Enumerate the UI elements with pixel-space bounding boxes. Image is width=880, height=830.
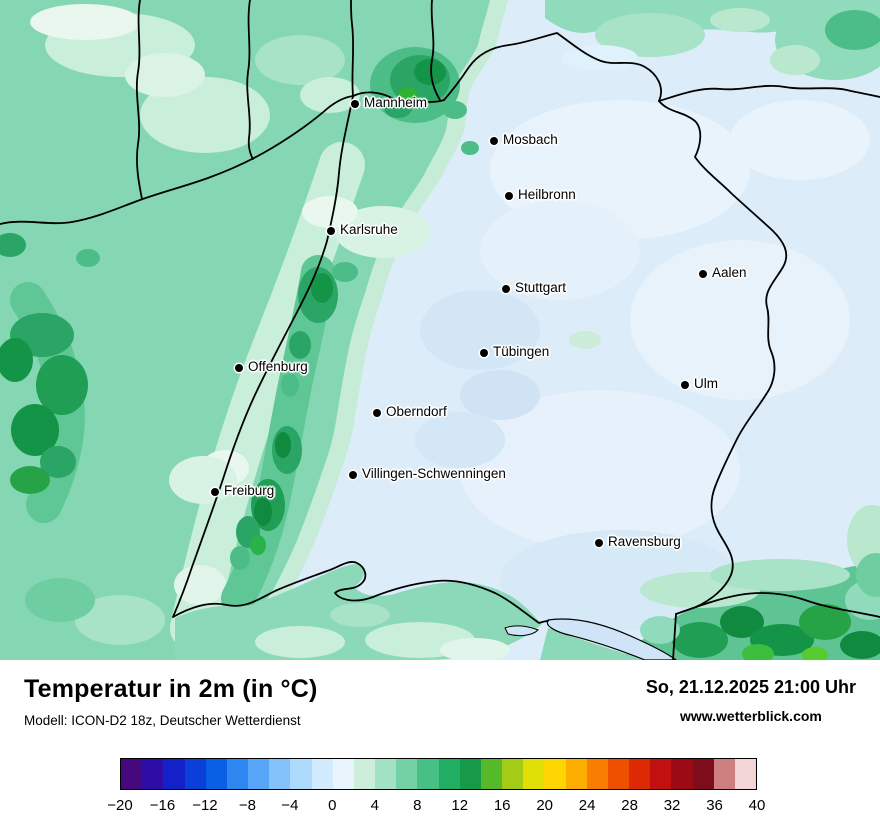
- lake-constance: [504, 618, 678, 660]
- colorbar-tick-label: −16: [149, 797, 176, 814]
- city-dot: [490, 137, 498, 145]
- colorbar-segment: [353, 759, 376, 789]
- city-dot: [699, 270, 707, 278]
- colorbar-segment: [480, 759, 503, 789]
- city-label: Offenburg: [248, 359, 308, 374]
- colorbar-segment: [671, 759, 693, 789]
- city-label: Ulm: [694, 376, 718, 391]
- colorbar-tick-label: 28: [621, 797, 638, 814]
- colorbar-ticks: −20 −16 −12 −8 −4 0 4 8 12 16 20 24 28 32 36 40: [107, 797, 765, 817]
- info-right: So, 21.12.2025 21:00 Uhr www.wetterblick…: [646, 675, 856, 724]
- colorbar: [120, 758, 757, 790]
- colorbar-segment: [290, 759, 312, 789]
- colorbar-tick-label: 8: [413, 797, 422, 814]
- colorbar-segment: [502, 759, 524, 789]
- colorbar-tick-label: 24: [578, 797, 596, 814]
- colorbar-tick-label: −12: [192, 797, 218, 814]
- city-dot: [373, 409, 381, 417]
- border-lines: [0, 0, 880, 660]
- colorbar-tick-label: 32: [663, 797, 681, 814]
- info-left: Temperatur in 2m (in °C) Modell: ICON-D2…: [24, 675, 318, 728]
- colorbar-segment: [650, 759, 672, 789]
- colorbar-segment: [184, 759, 206, 789]
- city-dot: [681, 381, 689, 389]
- colorbar-segment: [269, 759, 291, 789]
- colorbar-segment: [734, 759, 757, 789]
- colorbar-segment: [142, 759, 164, 789]
- colorbar-segment: [629, 759, 651, 789]
- colorbar-tick-label: 0: [328, 797, 337, 814]
- colorbar-segment: [311, 759, 333, 789]
- city-label: Ravensburg: [608, 534, 681, 549]
- map: Mannheim Mosbach Heilbronn Karlsruhe Stuttga…: [0, 0, 880, 660]
- city-dot: [211, 488, 219, 496]
- colorbar-segment: [438, 759, 460, 789]
- city-label: Mannheim: [364, 95, 428, 110]
- info-bar: Temperatur in 2m (in °C) Modell: ICON-D2…: [0, 660, 880, 746]
- map-graphic: [0, 0, 880, 660]
- city-label: Freiburg: [224, 483, 275, 498]
- colorbar-tick-label: 4: [370, 797, 379, 814]
- city-dot: [595, 539, 603, 547]
- city-dot: [235, 364, 243, 372]
- colorbar-tick-label: 36: [706, 797, 723, 814]
- legend: −20 −16 −12 −8 −4 0 4 8 12 16 20 24 28 32 36 40: [0, 746, 880, 830]
- colorbar-tick-label: 16: [493, 797, 511, 814]
- colorbar-segment: [523, 759, 545, 789]
- colorbar-segment: [565, 759, 587, 789]
- colorbar-segment: [713, 759, 735, 789]
- colorbar-tick-label: −8: [238, 797, 256, 814]
- colorbar-segment: [607, 759, 630, 789]
- city-label: Karlsruhe: [340, 222, 398, 237]
- colorbar-tick-label: 20: [536, 797, 553, 814]
- colorbar-tick-label: −20: [107, 797, 133, 814]
- city-label: Tübingen: [493, 344, 550, 359]
- city-dot: [502, 285, 510, 293]
- website-url: www.wetterblick.com: [680, 708, 822, 724]
- city-label: Stuttgart: [515, 280, 567, 295]
- temperature-shading: [0, 0, 880, 660]
- colorbar-segment: [375, 759, 397, 789]
- forecast-datetime: So, 21.12.2025 21:00 Uhr: [645, 677, 856, 697]
- colorbar-segment: [417, 759, 439, 789]
- city-dot: [505, 192, 513, 200]
- colorbar-tick-label: 12: [451, 797, 469, 814]
- colorbar-segment: [163, 759, 185, 789]
- city-label: Mosbach: [503, 132, 558, 147]
- colorbar-tick-label: −4: [281, 797, 299, 814]
- colorbar-segment: [396, 759, 418, 789]
- colorbar-segment: [121, 759, 143, 789]
- colorbar-segment: [332, 759, 354, 789]
- city-dot: [480, 349, 488, 357]
- colorbar-segment: [692, 759, 714, 789]
- city-label: Villingen-Schwenningen: [362, 466, 506, 481]
- city-dot: [327, 227, 335, 235]
- colorbar-tick-label: 40: [748, 797, 766, 814]
- model-info: Modell: ICON-D2 18z, Deutscher Wetterdie…: [24, 713, 301, 728]
- city-label: Oberndorf: [386, 404, 447, 419]
- city-label: Aalen: [712, 265, 747, 280]
- city-label: Heilbronn: [518, 187, 576, 202]
- page-title: Temperatur in 2m (in °C): [24, 675, 318, 703]
- colorbar-segment: [248, 759, 270, 789]
- colorbar-segment: [586, 759, 608, 789]
- colorbar-segment: [205, 759, 227, 789]
- city-dot: [351, 100, 359, 108]
- city-dot: [349, 471, 357, 479]
- colorbar-segment: [226, 759, 249, 789]
- colorbar-segment: [459, 759, 481, 789]
- colorbar-segment: [544, 759, 566, 789]
